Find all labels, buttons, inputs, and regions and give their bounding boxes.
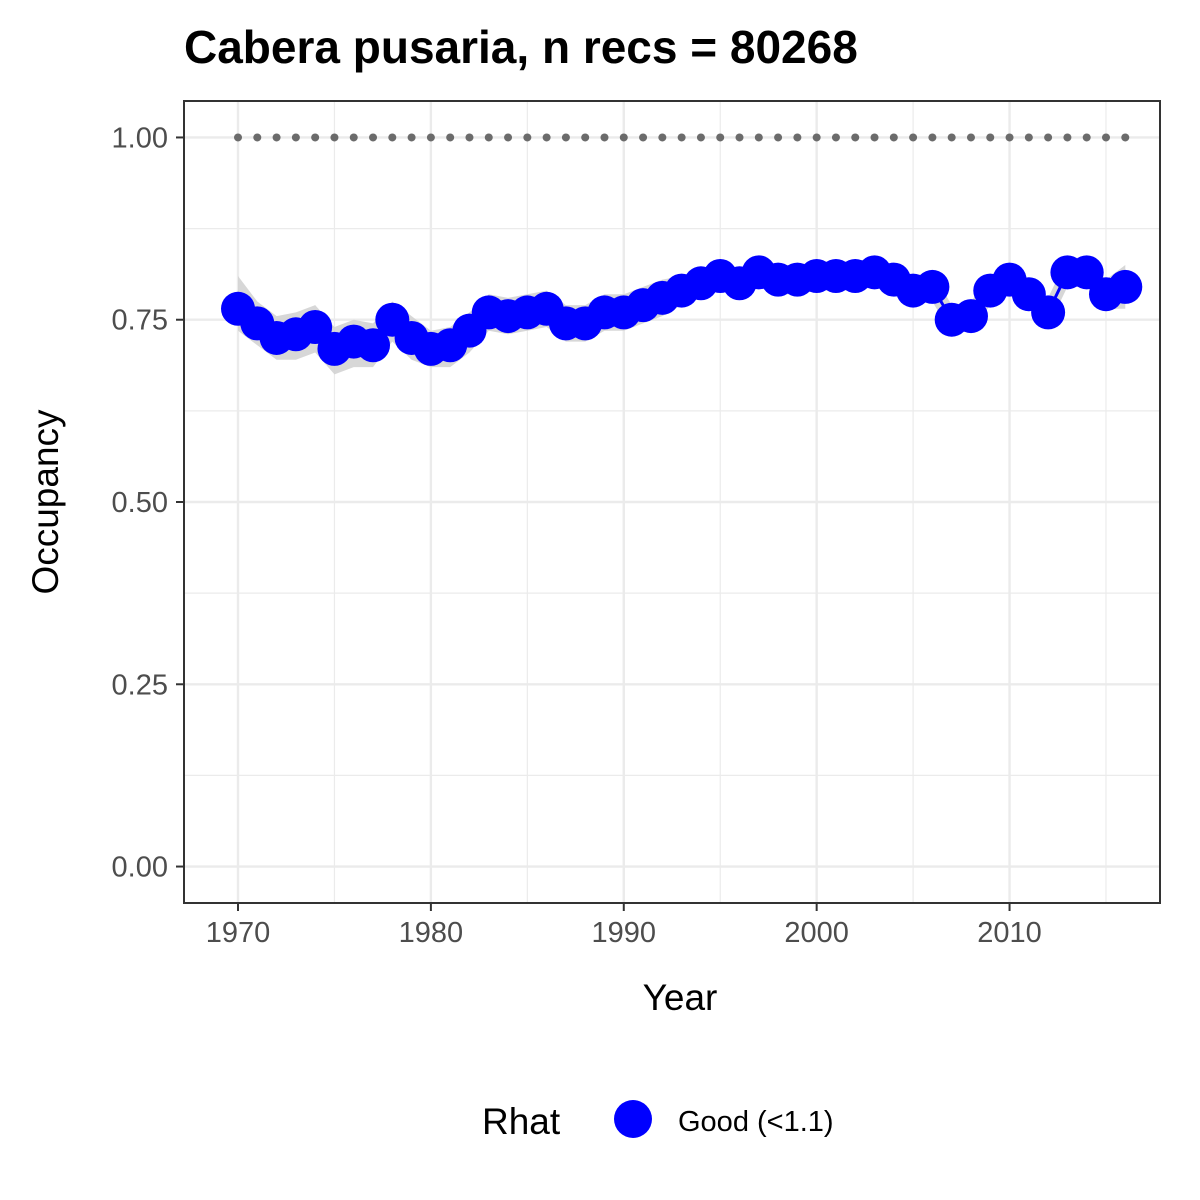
reference-dot — [311, 133, 320, 142]
x-tick-label: 2010 — [977, 917, 1042, 949]
reference-dot — [735, 133, 744, 142]
reference-dot — [1044, 133, 1053, 142]
reference-dot — [831, 133, 840, 142]
data-point — [298, 310, 333, 345]
x-axis: 1970 1980 1990 2000 2010 — [206, 903, 1042, 949]
x-axis-title: Year — [643, 977, 718, 1018]
data-point — [915, 269, 950, 304]
data-point — [1108, 269, 1143, 304]
reference-dot — [947, 133, 956, 142]
reference-dot — [542, 133, 551, 142]
reference-dot — [253, 133, 262, 142]
reference-dot — [966, 133, 975, 142]
y-tick-label: 0.00 — [112, 852, 168, 884]
y-axis-title: Occupancy — [25, 409, 66, 595]
reference-dot — [465, 133, 474, 142]
reference-dot — [234, 133, 243, 142]
data-points — [221, 255, 1143, 366]
reference-dot — [619, 133, 628, 142]
reference-dot — [600, 133, 609, 142]
reference-dot — [1101, 133, 1110, 142]
reference-dot — [851, 133, 860, 142]
reference-dot — [291, 133, 300, 142]
reference-dot — [388, 133, 397, 142]
reference-dot — [1082, 133, 1091, 142]
reference-dot — [870, 133, 879, 142]
reference-dot — [1121, 133, 1130, 142]
reference-dot — [658, 133, 667, 142]
reference-dot — [446, 133, 455, 142]
reference-dot — [426, 133, 435, 142]
chart-title: Cabera pusaria, n recs = 80268 — [184, 21, 858, 73]
reference-dot — [561, 133, 570, 142]
reference-line-layer — [234, 133, 1130, 142]
y-tick-label: 0.75 — [112, 305, 168, 337]
y-axis: 0.00 0.25 0.50 0.75 1.00 — [112, 122, 184, 884]
y-axis-ticks: 0.00 0.25 0.50 0.75 1.00 — [112, 122, 184, 884]
reference-dot — [581, 133, 590, 142]
x-axis-ticks: 1970 1980 1990 2000 2010 — [206, 903, 1042, 949]
reference-dot — [696, 133, 705, 142]
data-point — [356, 328, 391, 363]
y-tick-label: 0.25 — [112, 669, 168, 701]
data-point — [1069, 255, 1104, 290]
gridlines — [184, 101, 1160, 903]
reference-dot — [349, 133, 358, 142]
reference-dot — [272, 133, 281, 142]
reference-dot — [909, 133, 918, 142]
reference-dot — [986, 133, 995, 142]
reference-dot — [889, 133, 898, 142]
reference-dot — [1063, 133, 1072, 142]
x-tick-label: 2000 — [784, 917, 849, 949]
x-tick-label: 1970 — [206, 917, 271, 949]
legend-label: Good (<1.1) — [678, 1106, 834, 1138]
reference-dot — [1005, 133, 1014, 142]
reference-dot — [677, 133, 686, 142]
legend-title: Rhat — [482, 1101, 561, 1142]
y-tick-label: 0.50 — [112, 487, 168, 519]
reference-dot — [504, 133, 513, 142]
x-tick-label: 1980 — [399, 917, 464, 949]
reference-dot — [793, 133, 802, 142]
data-point — [953, 299, 988, 334]
data-point — [1031, 295, 1066, 330]
reference-dot — [928, 133, 937, 142]
reference-dot — [639, 133, 648, 142]
reference-dot — [774, 133, 783, 142]
reference-dot — [369, 133, 378, 142]
legend: Rhat Good (<1.1) — [482, 1100, 834, 1142]
reference-dot — [484, 133, 493, 142]
x-tick-label: 1990 — [592, 917, 657, 949]
reference-dot — [812, 133, 821, 142]
plot-panel — [183, 100, 1161, 904]
reference-dot — [523, 133, 532, 142]
reference-dot — [1024, 133, 1033, 142]
reference-dot — [716, 133, 725, 142]
reference-dot — [754, 133, 763, 142]
reference-dot — [330, 133, 339, 142]
legend-key-point — [614, 1100, 652, 1138]
y-tick-label: 1.00 — [112, 122, 168, 154]
reference-dot — [407, 133, 416, 142]
